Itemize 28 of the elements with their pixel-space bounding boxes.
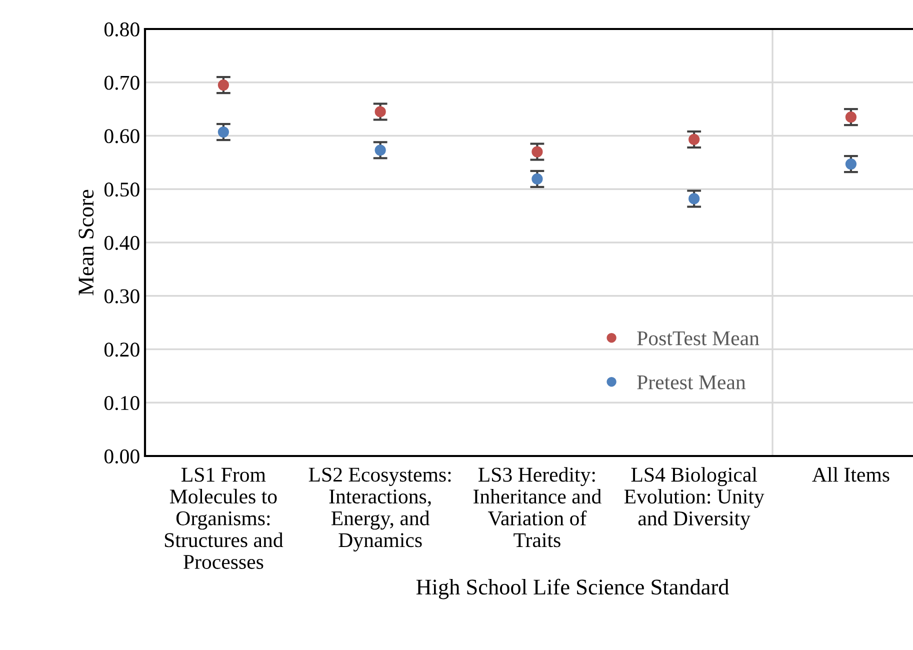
x-tick-label: LS3 Heredity: Inheritance and Variation of Traits (473, 467, 602, 548)
point (218, 79, 229, 91)
point (374, 106, 386, 118)
y-tick-label: 0.00 (104, 449, 140, 464)
point (688, 193, 700, 204)
point (532, 146, 543, 158)
y-axis-title: Mean Score (78, 190, 94, 296)
point (374, 144, 386, 156)
point (218, 126, 229, 138)
x-axis-title: High School Life Science Standard (416, 578, 729, 600)
y-tick-label: 0.30 (104, 289, 140, 304)
point (845, 112, 857, 123)
legend-label: Pretest Mean (637, 376, 746, 390)
point (845, 158, 857, 170)
y-tick-label: 0.20 (104, 342, 140, 357)
point (688, 134, 700, 146)
y-tick-label: 0.50 (104, 182, 140, 197)
y-tick-label: 0.80 (104, 22, 140, 37)
y-tick-label: 0.40 (104, 236, 140, 250)
x-tick-label: LS4 Biological Evolution: Unity and Diversity (624, 467, 764, 530)
point (532, 173, 543, 185)
x-tick-label: All Items (812, 467, 890, 482)
x-tick-label: LS2 Ecosystems: Interactions, Energy, and Dynamics (308, 468, 451, 552)
x-tick-label: LS1 From Molecules to Organisms: Structures and Processes (164, 468, 284, 569)
y-tick-label: 0.60 (104, 129, 140, 144)
legend-label: PostTest Mean (637, 331, 760, 346)
y-tick-label: 0.10 (104, 396, 140, 410)
y-tick-label: 0.70 (104, 76, 140, 90)
